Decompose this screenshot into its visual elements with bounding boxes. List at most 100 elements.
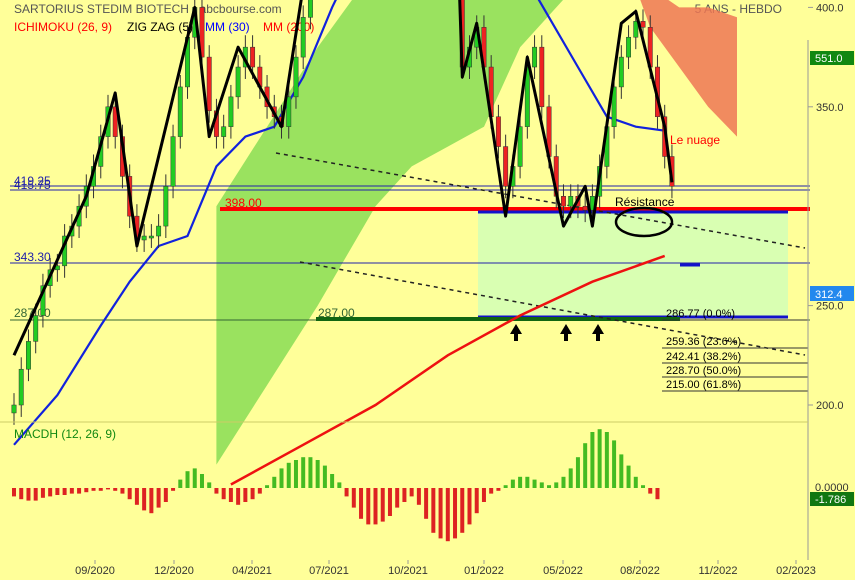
- x-tick-label: 11/2022: [699, 565, 738, 577]
- macd-bar: [648, 488, 653, 494]
- macd-label: MACDH (12, 26, 9): [14, 427, 116, 441]
- macd-bar: [395, 488, 400, 508]
- macd-last-tag: [810, 492, 854, 506]
- candle-body: [33, 315, 39, 342]
- candle-body: [221, 126, 227, 137]
- macd-bar: [127, 488, 132, 500]
- candle-body: [250, 46, 256, 68]
- ichimoku-cloud: [216, 0, 737, 465]
- macd-bar: [568, 468, 573, 488]
- candle-body: [582, 205, 588, 211]
- last-price-tag: [810, 286, 854, 301]
- y-tick-label: 400.0: [816, 2, 844, 14]
- candle-body: [286, 96, 292, 127]
- macd-bar: [445, 488, 450, 542]
- macd-bar: [416, 488, 421, 505]
- macd-bar: [604, 432, 609, 488]
- level-label-415: 415.75: [14, 178, 51, 192]
- macd-bar: [105, 488, 110, 490]
- macd-bar: [402, 488, 407, 502]
- macd-bar: [214, 488, 219, 494]
- macd-zero-label: 0.0000: [815, 482, 849, 494]
- range-box: [478, 212, 788, 318]
- y-tick-label: 200.0: [816, 400, 844, 412]
- x-tick-label: 05/2022: [543, 565, 583, 577]
- price-top-tag: [810, 51, 854, 65]
- macd-bar: [510, 479, 515, 488]
- macd-bar: [641, 485, 646, 488]
- macd-bar: [178, 479, 183, 488]
- macd-bar: [547, 485, 552, 488]
- macd-bar: [149, 488, 154, 514]
- arrow-up-1: [510, 324, 522, 341]
- macd-bar: [583, 443, 588, 488]
- macd-bar: [322, 465, 327, 488]
- macd-bar: [48, 488, 53, 497]
- candle-body: [206, 56, 212, 112]
- macd-bar: [84, 488, 89, 493]
- chart-title: SARTORIUS STEDIM BIOTECH - abcbourse.com: [14, 2, 282, 16]
- macd-bar: [69, 488, 74, 494]
- indicator-ichimoku: ICHIMOKU (26, 9): [14, 20, 112, 34]
- candle-body: [626, 36, 631, 58]
- macd-bar: [387, 488, 392, 516]
- level-label-287b: 287.00: [318, 306, 355, 320]
- macd-bar: [554, 482, 559, 488]
- candle-body: [156, 225, 162, 237]
- macd-bar: [77, 488, 82, 494]
- y-tick-label: 250.0: [816, 301, 844, 313]
- price-top-label: 551.0: [815, 53, 843, 65]
- candle-body: [40, 285, 46, 316]
- candle-body: [141, 235, 147, 241]
- fibonacci-levels: 286.77 (0.0%) 259.36 (23.6%) 242.41 (38.…: [662, 308, 808, 392]
- candle-body: [568, 196, 574, 207]
- macd-bar: [619, 454, 624, 488]
- indicator-zigzag: ZIG ZAG (5): [127, 20, 193, 34]
- level-label-343: 343.30: [14, 250, 51, 264]
- macd-bar: [12, 488, 16, 497]
- macd-bar: [409, 488, 414, 497]
- cloud-green: [216, 0, 564, 465]
- macd-bar: [55, 488, 60, 495]
- macd-bar: [26, 488, 31, 501]
- macd-bar: [185, 471, 190, 488]
- macd-bar: [113, 488, 118, 491]
- fib-618: 215.00 (61.8%): [666, 379, 741, 391]
- candle-body: [539, 46, 545, 108]
- zigzag-path: [12, 0, 674, 356]
- indicator-mm30: MM (30): [205, 20, 250, 34]
- macd-bar: [496, 488, 501, 491]
- candle-body: [228, 96, 234, 127]
- macd-bar: [351, 488, 356, 508]
- macd-bar: [40, 488, 45, 498]
- macd-bar: [380, 488, 385, 522]
- macd-bar: [424, 488, 429, 519]
- macd-bar: [518, 476, 523, 488]
- y-tick-label: 350.0: [816, 102, 844, 114]
- x-tick-label: 10/2021: [388, 565, 428, 577]
- arrow-up-3: [592, 324, 604, 341]
- macd-bar: [257, 488, 262, 494]
- candle-body: [611, 86, 617, 127]
- macd-bar: [142, 488, 147, 511]
- candle-body: [11, 404, 17, 414]
- macd-bar: [344, 488, 349, 497]
- macd-bar: [163, 488, 168, 502]
- upper-trendline: [275, 152, 806, 249]
- macd-bar: [655, 488, 660, 500]
- macd-bar: [431, 488, 436, 533]
- macd-bar: [503, 485, 508, 488]
- macd-bar: [315, 460, 320, 488]
- macd-bar: [359, 488, 364, 519]
- level-label-419: 419.25: [14, 174, 51, 188]
- fib-0: 286.77 (0.0%): [666, 308, 735, 320]
- level-label-398: 398.00: [225, 196, 262, 210]
- x-axis: 09/2020 12/2020 04/2021 07/2021 10/2021 01/20…: [75, 560, 816, 577]
- macd-bar: [156, 488, 161, 508]
- macd-bar: [243, 488, 248, 502]
- macd-bar: [590, 432, 595, 488]
- macd-bar: [293, 460, 298, 488]
- candle-body: [300, 17, 306, 58]
- macd-bar: [561, 476, 566, 488]
